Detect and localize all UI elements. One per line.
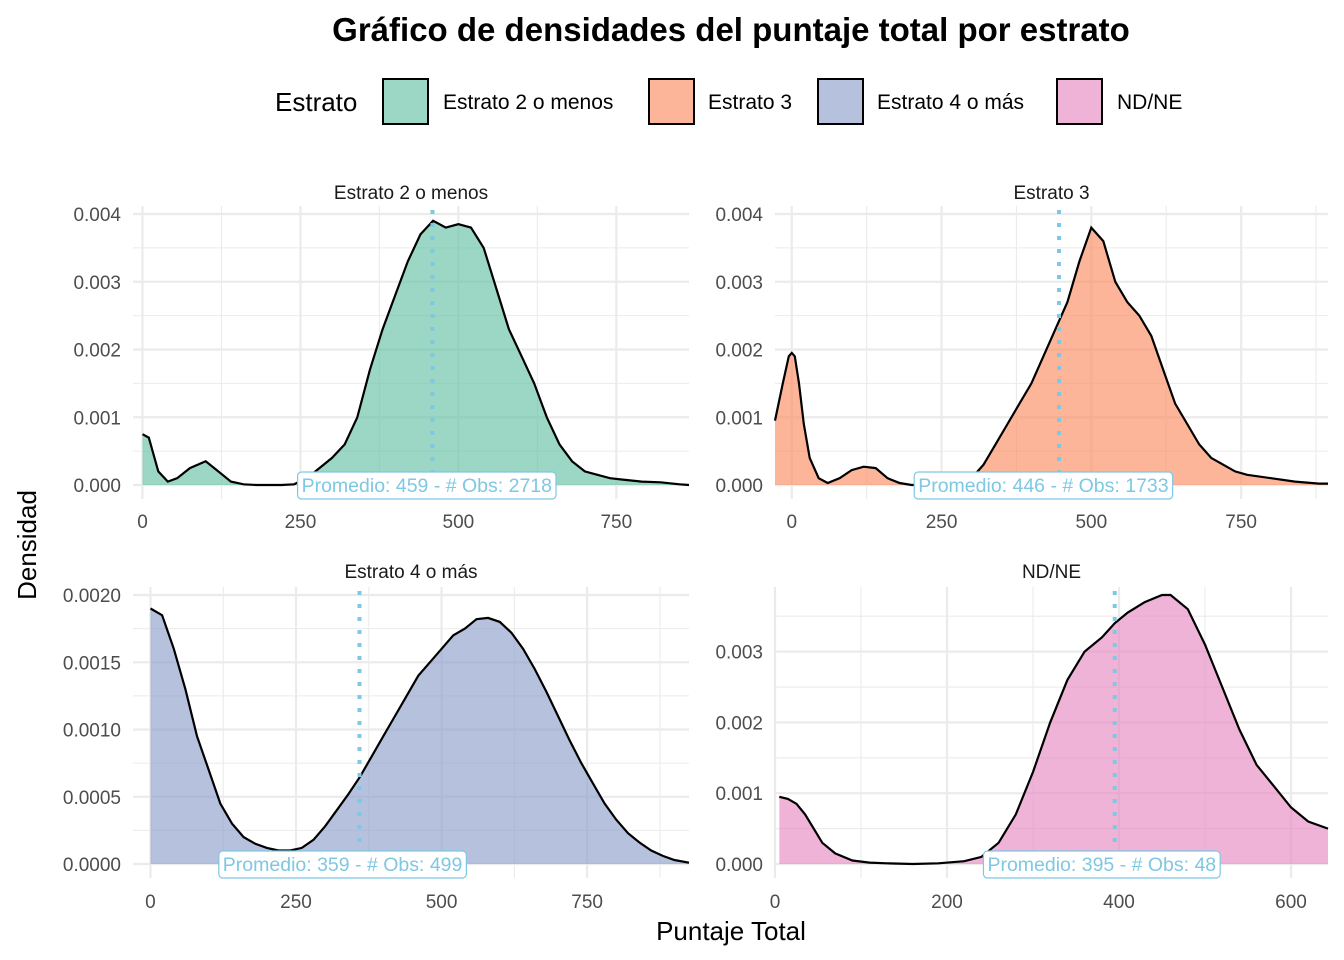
panels: Estrato 2 o menos 0 250 500 750 0.000 0.001 0.0… (63, 183, 1329, 913)
y-tick-label: 0.004 (715, 205, 763, 226)
y-tick-label: 0.000 (73, 476, 121, 497)
x-tick-label: 0 (145, 892, 156, 913)
mean-annotation-text: Promedio: 459 - # Obs: 2718 (302, 475, 552, 497)
panel: Estrato 3 0 250 500 750 0.000 0.001 0.002 0.003 0… (715, 183, 1328, 533)
mean-annotation-box (913, 471, 1174, 500)
x-tick-label: 400 (1103, 892, 1135, 913)
panel-strip-label: Estrato 2 o menos (334, 183, 488, 204)
y-tick-label: 0.001 (73, 408, 121, 429)
y-tick-label: 0.0020 (63, 586, 121, 607)
y-tick-label: 0.002 (715, 713, 763, 734)
x-tick-label: 500 (443, 512, 475, 533)
density-line (149, 607, 690, 864)
x-tick-label: 0 (786, 512, 797, 533)
x-axis-title: Puntaje Total (656, 916, 806, 946)
y-tick-label: 0.000 (715, 476, 763, 497)
x-tick-label: 0 (770, 892, 781, 913)
x-tick-label: 250 (280, 892, 312, 913)
density-line (141, 219, 690, 487)
panel-strip-label: Estrato 4 o más (344, 562, 477, 583)
panel: ND/NE 0 200 400 600 0.000 0.001 0.002 0.003 Prome… (715, 562, 1329, 913)
legend-key (817, 78, 864, 125)
y-tick-label: 0.003 (73, 273, 121, 294)
y-tick-label: 0.002 (73, 341, 121, 362)
y-tick-label: 0.001 (715, 784, 763, 805)
x-tick-label: 600 (1275, 892, 1307, 913)
y-tick-label: 0.003 (715, 273, 763, 294)
mean-annotation: Promedio: 459 - # Obs: 2718 (296, 471, 557, 500)
density-area (779, 595, 1328, 864)
y-tick-label: 0.001 (715, 408, 763, 429)
x-tick-label: 200 (931, 892, 963, 913)
x-tick-label: 500 (1075, 512, 1107, 533)
x-tick-label: 750 (600, 512, 632, 533)
y-axis-title: Densidad (12, 490, 42, 600)
mean-annotation: Promedio: 359 - # Obs: 499 (218, 850, 467, 879)
mean-annotation-text: Promedio: 395 - # Obs: 48 (987, 854, 1216, 876)
chart-title: Gráfico de densidades del puntaje total … (332, 11, 1130, 48)
panel: Estrato 4 o más 0 250 500 750 0.0000 0.0005 0.0… (63, 562, 690, 913)
x-tick-label: 0 (137, 512, 148, 533)
legend-key (382, 78, 429, 125)
legend-key (648, 78, 695, 125)
y-tick-label: 0.002 (715, 341, 763, 362)
y-tick-label: 0.0000 (63, 855, 121, 876)
legend-key (1056, 78, 1103, 125)
x-tick-label: 750 (571, 892, 603, 913)
y-tick-label: 0.000 (715, 855, 763, 876)
density-line (779, 593, 1329, 866)
panel-strip-label: Estrato 3 (1013, 183, 1089, 204)
legend-title: Estrato (275, 87, 357, 117)
y-tick-label: 0.0010 (63, 721, 121, 742)
y-tick-label: 0.004 (73, 205, 121, 226)
y-tick-label: 0.0005 (63, 788, 121, 809)
mean-annotation-box (218, 850, 467, 879)
density-line (773, 225, 1328, 487)
legend-label: ND/NE (1117, 91, 1182, 114)
x-tick-label: 500 (426, 892, 458, 913)
y-tick-label: 0.0015 (63, 653, 121, 674)
mean-annotation: Promedio: 446 - # Obs: 1733 (913, 471, 1174, 500)
panel-strip-label: ND/NE (1022, 562, 1081, 583)
density-area (775, 227, 1328, 485)
mean-annotation-text: Promedio: 359 - # Obs: 499 (223, 854, 463, 876)
legend-label: Estrato 3 (708, 91, 792, 114)
panel: Estrato 2 o menos 0 250 500 750 0.000 0.001 0.0… (73, 183, 690, 533)
density-area (142, 220, 689, 486)
legend-label: Estrato 2 o menos (443, 91, 613, 114)
legend: Estrato Estrato 2 o menos Estrato 3 Estrat… (275, 78, 1182, 125)
x-tick-label: 750 (1225, 512, 1257, 533)
mean-annotation: Promedio: 395 - # Obs: 48 (982, 850, 1221, 879)
density-area (150, 608, 689, 864)
mean-annotation-box (982, 850, 1221, 879)
legend-label: Estrato 4 o más (877, 91, 1024, 114)
x-tick-label: 250 (285, 512, 317, 533)
mean-annotation-box (296, 471, 557, 500)
mean-annotation-text: Promedio: 446 - # Obs: 1733 (918, 475, 1168, 497)
y-tick-label: 0.003 (715, 643, 763, 664)
x-tick-label: 250 (926, 512, 958, 533)
